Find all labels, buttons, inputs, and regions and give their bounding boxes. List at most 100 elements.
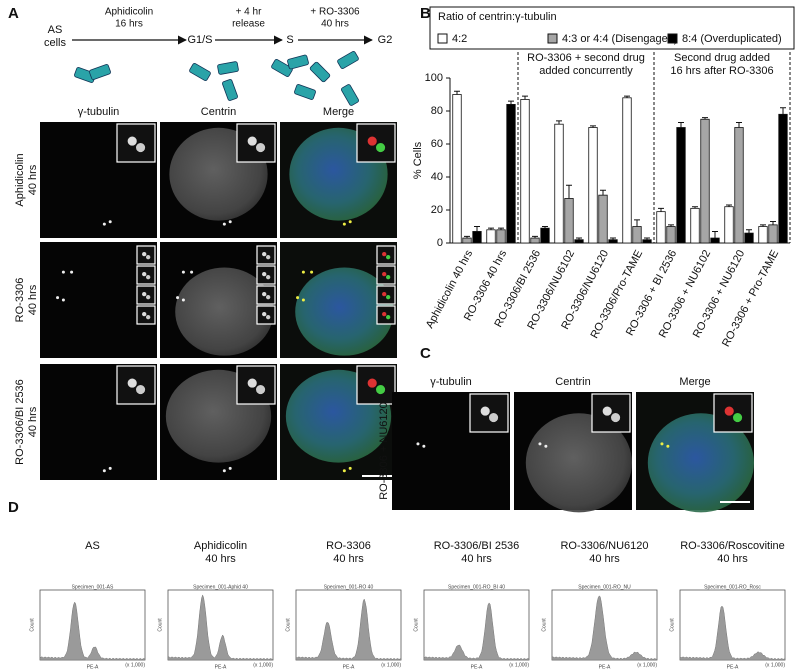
centrosome-dot: [56, 296, 60, 300]
bar: [724, 206, 734, 244]
histogram-x-label: PE-A: [727, 664, 739, 670]
row-label: Aphidicolin: [14, 153, 26, 206]
inset-dot: [142, 271, 147, 277]
error-bar: [678, 122, 684, 128]
centrosome-dot: [422, 444, 426, 448]
inset-dot: [262, 311, 267, 317]
centrosome-dot: [544, 444, 548, 448]
inset-dot: [386, 295, 391, 300]
inset-dot: [376, 385, 386, 395]
y-axis-label: % Cells: [412, 141, 424, 179]
bar: [768, 224, 778, 244]
error-bar: [566, 184, 572, 199]
inset-dot: [146, 295, 151, 300]
bar: [554, 123, 564, 244]
row-label: RO-3306: [14, 278, 26, 323]
error-bar: [508, 100, 514, 105]
error-bar: [634, 219, 640, 227]
stage-label: G2: [378, 34, 393, 46]
inset-dot: [367, 378, 377, 388]
histogram-frame: [423, 589, 530, 661]
specimen-label: Specimen_001-RO 40: [324, 584, 374, 590]
error-bar: [498, 227, 504, 230]
inset-dot: [733, 413, 743, 423]
histogram-title: 40 hrs: [717, 553, 748, 565]
inset-dot: [266, 255, 271, 260]
nucleus: [525, 413, 633, 513]
error-bar: [488, 227, 494, 230]
stage-label: cells: [44, 37, 67, 49]
centrosome-dot: [342, 469, 346, 473]
legend-label: 8:4 (Overduplicated): [682, 33, 782, 45]
row-label: 40 hrs: [27, 406, 39, 437]
treatment-label: + 4 hr: [236, 7, 263, 18]
histogram-x-unit: (x 1,000): [253, 662, 273, 668]
histogram-x-label: PE-A: [471, 664, 483, 670]
inset-dot: [142, 291, 147, 297]
nucleus: [175, 267, 274, 356]
legend-swatch: [437, 33, 448, 44]
histogram-y-label: Count: [157, 618, 163, 632]
panel-label: D: [8, 499, 19, 516]
panel-label: A: [8, 5, 19, 22]
inset-dot: [127, 136, 137, 146]
row-label: 40 hrs: [27, 164, 39, 195]
error-bar: [600, 189, 606, 196]
centrosome-dot: [70, 270, 74, 274]
bar: [676, 127, 686, 244]
bar: [530, 237, 540, 244]
y-tick-label: 0: [437, 237, 443, 249]
histogram-title: RO-3306/BI 2536: [434, 540, 520, 552]
inset-dot: [611, 413, 621, 423]
histogram-title: RO-3306/Roscovitine: [680, 540, 785, 552]
histogram-x-unit: (x 1,000): [765, 662, 785, 668]
legend-title: Ratio of centrin:γ-tubulin: [438, 11, 557, 23]
histogram-y-label: Count: [29, 618, 35, 632]
group-label: Second drug added: [674, 52, 770, 64]
specimen-label: Specimen_001-AS: [72, 584, 114, 590]
group-label: RO-3306 + second drug: [527, 52, 645, 64]
stage-label: G1/S: [187, 34, 212, 46]
stage-label: S: [286, 34, 293, 46]
specimen-label: Specimen_001-RO_BI 40: [448, 584, 505, 590]
bar: [462, 237, 472, 244]
centrosome-dot: [301, 270, 305, 274]
error-bar: [542, 226, 548, 229]
histogram-y-label: Count: [541, 618, 547, 632]
inset-dot: [382, 251, 387, 257]
inset-dot: [142, 251, 147, 257]
bar: [588, 127, 598, 244]
y-tick-label: 80: [431, 105, 443, 117]
error-bar: [522, 95, 528, 100]
schematic: [72, 35, 373, 106]
histogram-area: [167, 594, 274, 661]
bar: [642, 239, 652, 244]
histogram-y-label: Count: [413, 618, 419, 632]
bar: [564, 198, 574, 244]
histogram-title: 40 hrs: [205, 553, 236, 565]
treatment-label: + RO-3306: [310, 7, 360, 18]
inset-dot: [146, 275, 151, 280]
centriole-icon: [287, 54, 309, 70]
centrosome-dot: [108, 466, 112, 470]
histogram-area: [295, 598, 402, 661]
error-bar: [576, 237, 582, 240]
inset-dot: [262, 251, 267, 257]
inset-dot: [386, 315, 391, 320]
column-header: Merge: [323, 106, 354, 118]
inset-dot: [266, 295, 271, 300]
inset-dot: [367, 136, 377, 146]
y-tick-label: 100: [425, 72, 443, 84]
bar: [734, 127, 744, 244]
inset-dot: [127, 378, 137, 388]
centrosome-dot: [666, 444, 670, 448]
bar: [486, 229, 496, 244]
histogram-title: AS: [85, 540, 100, 552]
error-bar: [702, 117, 708, 120]
histogram-x-unit: (x 1,000): [637, 662, 657, 668]
stage-label: AS: [48, 24, 63, 36]
centrosome-dot: [190, 270, 194, 274]
bar: [622, 97, 632, 244]
inset-dot: [480, 406, 490, 416]
centrosome-dot: [181, 298, 185, 302]
